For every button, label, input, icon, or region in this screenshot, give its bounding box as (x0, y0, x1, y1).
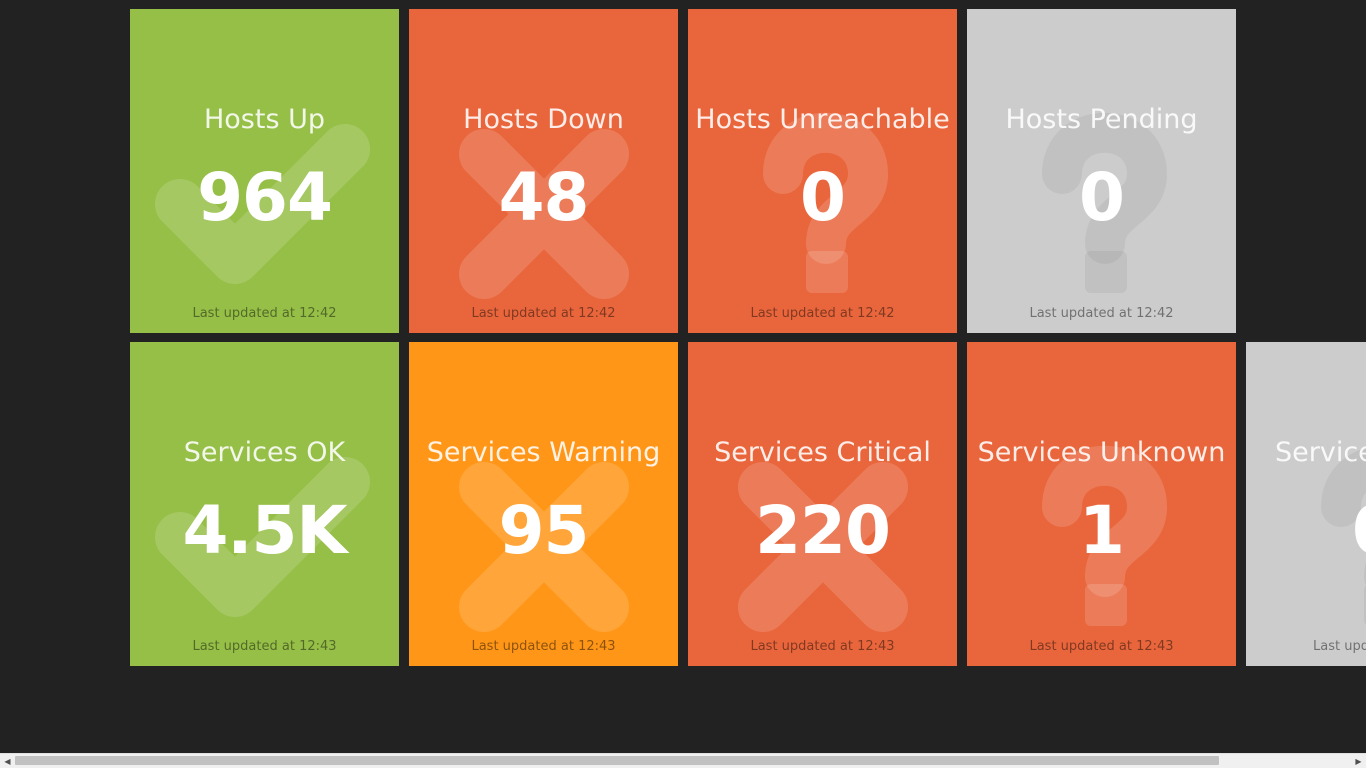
tile-hosts-up[interactable]: Hosts Up 964 Last updated at 12:42 (130, 9, 399, 333)
scroll-thumb[interactable] (15, 756, 1219, 765)
scroll-left-arrow-icon[interactable]: ◀ (4, 756, 11, 766)
tile-hosts-unreachable[interactable]: Hosts Unreachable 0 Last updated at 12:4… (688, 9, 957, 333)
tile-title: Services Critical (714, 437, 931, 468)
tile-services-unknown[interactable]: Services Unknown 1 Last updated at 12:43 (967, 342, 1236, 666)
tile-title: Hosts Down (463, 104, 624, 135)
tile-value: 0 (800, 159, 846, 236)
tile-updated: Last updated at 12:43 (1029, 639, 1174, 654)
tile-updated: Last updated at 12:42 (750, 306, 895, 321)
check-icon (155, 124, 370, 284)
x-icon (738, 462, 908, 632)
question-icon (763, 112, 889, 293)
tile-updated: Last updated at 12:42 (471, 306, 616, 321)
tile-value: 220 (755, 492, 891, 569)
tile-value: 48 (498, 159, 590, 236)
tile-hosts-down[interactable]: Hosts Down 48 Last updated at 12:42 (409, 9, 678, 333)
tile-title: Services Unknown (977, 437, 1226, 468)
tile-value: 95 (498, 492, 590, 569)
tile-updated: Last upd (1313, 639, 1366, 654)
check-icon (155, 457, 370, 617)
tile-value: 0 (1352, 492, 1366, 569)
tile-title: Hosts Unreachable (695, 104, 950, 135)
tile-services-pending[interactable]: Service 0 Last upd (1246, 342, 1366, 666)
question-icon (1042, 112, 1168, 293)
tile-value: 964 (197, 159, 333, 236)
tile-updated: Last updated at 12:42 (1029, 306, 1174, 321)
tile-title: Service (1275, 437, 1366, 468)
question-icon (1321, 448, 1366, 625)
tile-services-ok[interactable]: Services OK 4.5K Last updated at 12:43 (130, 342, 399, 666)
tile-title: Hosts Pending (1005, 104, 1198, 135)
horizontal-scrollbar[interactable]: ◀ ▶ (0, 753, 1366, 768)
tile-updated: Last updated at 12:43 (471, 639, 616, 654)
tile-value: 4.5K (182, 492, 347, 569)
tile-updated: Last updated at 12:43 (192, 639, 337, 654)
x-icon (459, 129, 629, 299)
tile-title: Services Warning (426, 437, 661, 468)
question-icon (1042, 445, 1168, 626)
tile-title: Services OK (183, 437, 346, 468)
tile-services-warning[interactable]: Services Warning 95 Last updated at 12:4… (409, 342, 678, 666)
scroll-right-arrow-icon[interactable]: ▶ (1355, 756, 1362, 766)
tile-title: Hosts Up (203, 104, 326, 135)
tile-hosts-pending[interactable]: Hosts Pending 0 Last updated at 12:42 (967, 9, 1236, 333)
x-icon (459, 462, 629, 632)
tile-updated: Last updated at 12:42 (192, 306, 337, 321)
tile-value: 1 (1079, 492, 1125, 569)
tile-services-critical[interactable]: Services Critical 220 Last updated at 12… (688, 342, 957, 666)
tile-value: 0 (1079, 159, 1125, 236)
tile-updated: Last updated at 12:43 (750, 639, 895, 654)
